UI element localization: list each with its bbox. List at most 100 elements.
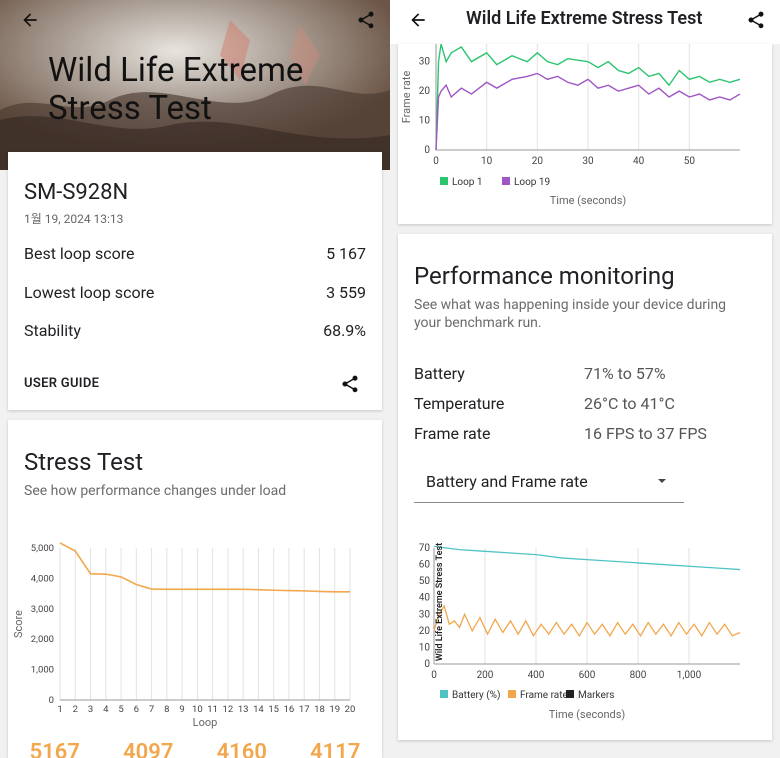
metrics-row: Frame rate 16 FPS to 37 FPS bbox=[414, 418, 754, 448]
x-tick-label: 4 bbox=[103, 704, 109, 715]
metrics-table: Battery 71% to 57% Temperature 26°C to 4… bbox=[414, 358, 754, 448]
y-tick-label: 30 bbox=[419, 57, 431, 68]
performance-monitoring-card: Performance monitoring See what was happ… bbox=[398, 234, 772, 740]
y-tick-label: 50 bbox=[419, 576, 431, 587]
x-tick-label: 0 bbox=[431, 670, 437, 681]
hero-title: Wild Life Extreme Stress Test bbox=[48, 51, 304, 128]
score-chip: 4097 bbox=[123, 740, 174, 758]
legend-swatch bbox=[440, 690, 448, 698]
y-tick-label: 3,000 bbox=[31, 604, 54, 615]
user-guide-link[interactable]: USER GUIDE bbox=[24, 376, 100, 391]
x-tick-label: 11 bbox=[207, 704, 218, 715]
x-tick-label: 800 bbox=[630, 670, 647, 681]
x-tick-label: 20 bbox=[345, 704, 356, 715]
score-strip: 5167 4097 4160 4117 bbox=[8, 738, 382, 758]
y-tick-label: 0 bbox=[424, 659, 430, 670]
legend-label: Markers bbox=[578, 690, 614, 701]
arrow-left-icon bbox=[23, 13, 37, 27]
x-axis-title: Loop bbox=[193, 716, 218, 729]
x-tick-label: 16 bbox=[284, 704, 295, 715]
chart-type-dropdown[interactable]: Battery and Frame rate bbox=[414, 460, 684, 503]
y-axis-title: Score bbox=[12, 610, 25, 638]
x-tick-label: 15 bbox=[268, 704, 279, 715]
x-tick-label: 19 bbox=[329, 704, 340, 715]
y-tick-label: 5,000 bbox=[31, 543, 54, 554]
y-tick-label: 1,000 bbox=[31, 665, 54, 676]
x-tick-label: 2 bbox=[73, 704, 78, 715]
device-date: 1월 19, 2024 13:13 bbox=[24, 212, 124, 226]
legend-label: Loop 19 bbox=[514, 177, 550, 188]
legend-label: Frame rate bbox=[520, 690, 568, 701]
chevron-down-icon bbox=[656, 472, 668, 491]
share-button[interactable] bbox=[352, 6, 380, 34]
x-tick-label: 10 bbox=[192, 704, 203, 715]
metrics-row: Temperature 26°C to 41°C bbox=[414, 388, 754, 418]
arrow-left-icon bbox=[411, 13, 425, 27]
y-tick-label: 20 bbox=[419, 86, 431, 97]
x-tick-label: 0 bbox=[433, 156, 439, 167]
section-title: Stress Test bbox=[24, 448, 144, 476]
performance-chart: 0 200 400 600 800 1,000 0 10 20 30 40 50 60 70 Wild Li… bbox=[419, 543, 741, 721]
x-tick-label: 40 bbox=[633, 156, 645, 167]
legend-swatch bbox=[440, 177, 448, 185]
x-axis-title: Time (seconds) bbox=[550, 194, 627, 207]
metrics-row: Battery 71% to 57% bbox=[414, 358, 754, 388]
metric-label: Lowest loop score bbox=[24, 283, 155, 302]
y-tick-label: 40 bbox=[419, 593, 431, 604]
legend-swatch bbox=[502, 177, 510, 185]
x-tick-label: 7 bbox=[149, 704, 154, 715]
x-tick-label: 20 bbox=[532, 156, 544, 167]
y-tick-label: 60 bbox=[419, 560, 431, 571]
hero-banner: Wild Life Extreme Stress Test bbox=[0, 0, 390, 170]
score-series-line bbox=[59, 542, 351, 593]
metric-label: Temperature bbox=[414, 393, 505, 413]
metric-value: 5 167 bbox=[326, 244, 366, 263]
section-subtitle: See how performance changes under load bbox=[24, 483, 287, 499]
y-tick-label: 0 bbox=[49, 695, 54, 706]
metric-value: 3 559 bbox=[326, 283, 366, 302]
dropdown-selected: Battery and Frame rate bbox=[426, 471, 588, 491]
top-app-bar: Wild Life Extreme Stress Test bbox=[390, 0, 780, 44]
x-tick-label: 18 bbox=[314, 704, 325, 715]
y-axis-title: Frame rate bbox=[400, 71, 413, 124]
y-tick-label: 10 bbox=[419, 642, 431, 653]
share-icon bbox=[342, 375, 358, 393]
y-axis-title: Wild Life Extreme Stress Test bbox=[435, 543, 445, 661]
metric-value: 68.9% bbox=[323, 321, 366, 340]
share-icon bbox=[748, 11, 764, 29]
x-tick-label: 6 bbox=[134, 704, 139, 715]
y-tick-label: 70 bbox=[419, 543, 431, 554]
back-button[interactable] bbox=[404, 6, 432, 34]
x-tick-label: 13 bbox=[238, 704, 249, 715]
lowest-loop-score-row: Lowest loop score 3 559 bbox=[24, 283, 366, 302]
framerate-chart: 0 10 20 30 40 50 0 10 20 30 Frame rate Loop 1 Loop 1… bbox=[400, 43, 741, 207]
metric-label: Frame rate bbox=[414, 423, 491, 443]
back-button[interactable] bbox=[16, 6, 44, 34]
y-tick-label: 20 bbox=[419, 626, 431, 637]
framerate-chart-card: 0 10 20 30 40 50 0 10 20 30 Frame rate Loop 1 Loop 1… bbox=[398, 43, 772, 224]
share-score-button[interactable] bbox=[336, 370, 364, 398]
score-chip: 4117 bbox=[310, 740, 361, 758]
loop-19-series-line bbox=[435, 72, 741, 151]
x-tick-label: 3 bbox=[88, 704, 93, 715]
share-button[interactable] bbox=[742, 6, 770, 34]
x-tick-label: 600 bbox=[579, 670, 596, 681]
y-tick-label: 4,000 bbox=[31, 573, 54, 584]
x-tick-label: 1 bbox=[57, 704, 62, 715]
legend-swatch bbox=[566, 690, 574, 698]
x-tick-label: 50 bbox=[684, 156, 696, 167]
y-tick-label: 10 bbox=[419, 116, 431, 127]
score-chip: 5167 bbox=[29, 740, 80, 758]
app-bar-title: Wild Life Extreme Stress Test bbox=[466, 8, 703, 29]
metric-label: Stability bbox=[24, 321, 81, 340]
summary-card: SM-S928N 1월 19, 2024 13:13 Best loop sco… bbox=[8, 152, 382, 410]
x-tick-label: 200 bbox=[477, 670, 494, 681]
device-name: SM-S928N bbox=[24, 180, 129, 205]
metric-value: 71% to 57% bbox=[584, 363, 666, 383]
y-tick-label: 30 bbox=[419, 609, 431, 620]
x-tick-label: 400 bbox=[528, 670, 545, 681]
x-tick-label: 9 bbox=[179, 704, 184, 715]
x-tick-label: 1,000 bbox=[677, 670, 702, 681]
score-chip: 4160 bbox=[216, 740, 267, 758]
section-title: Performance monitoring bbox=[414, 262, 675, 290]
